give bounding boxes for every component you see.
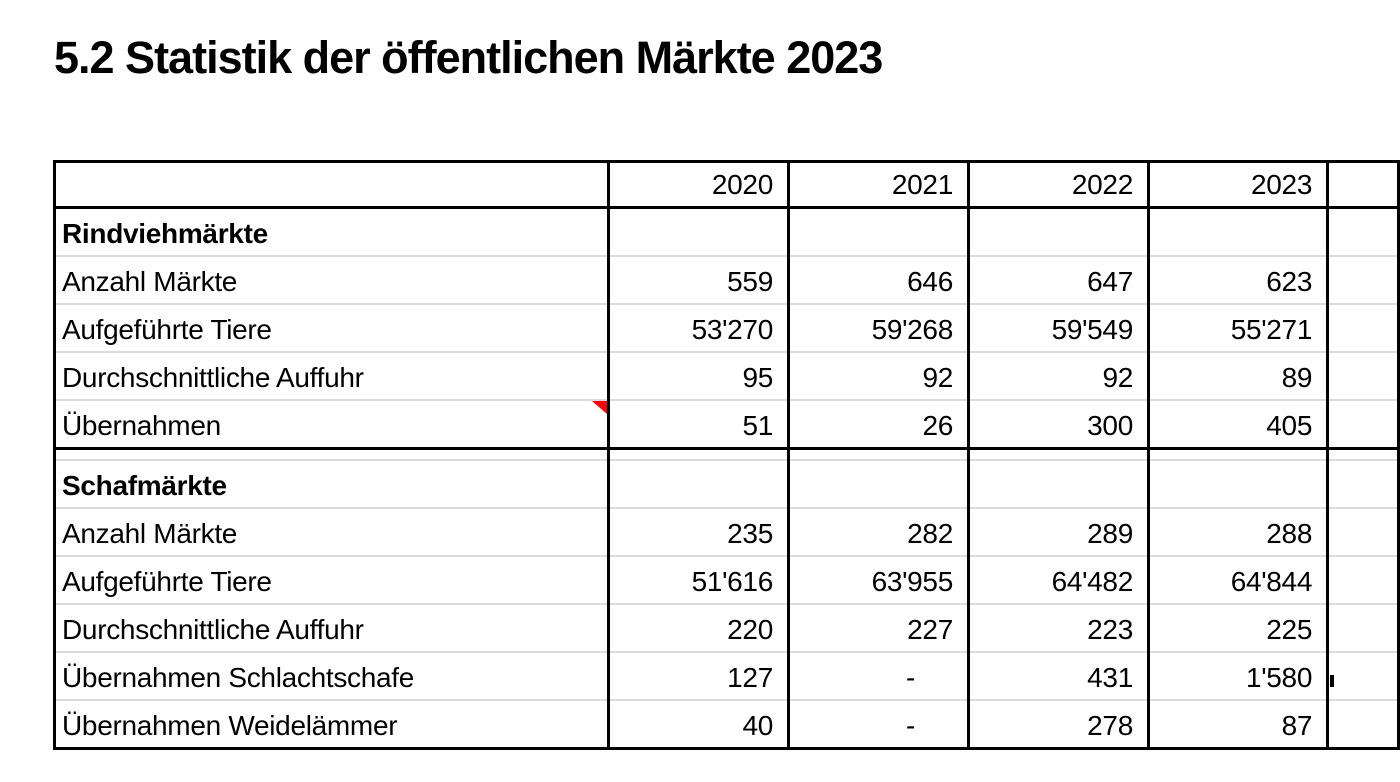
statistics-table: 2020 2021 2022 2023 Rindviehmärkte Anzah… xyxy=(53,160,1400,750)
spacer-cell xyxy=(788,448,970,461)
clipped-column-cell xyxy=(1327,256,1400,305)
value-cell: 89 xyxy=(1148,352,1330,401)
value-cell: 235 xyxy=(608,508,790,557)
value-cell: 51 xyxy=(608,400,790,450)
value-cell xyxy=(968,207,1150,257)
value-cell: 282 xyxy=(788,508,970,557)
value-cell: 223 xyxy=(968,604,1150,653)
value-cell: 559 xyxy=(608,256,790,305)
spacer-cell xyxy=(608,448,790,461)
value-cell: 40 xyxy=(608,700,790,750)
spacer-row xyxy=(54,448,1400,461)
value-cell: 59'549 xyxy=(968,304,1150,353)
value-cell: 51'616 xyxy=(608,556,790,605)
clipped-content-mark xyxy=(1330,675,1335,687)
clipped-column-cell xyxy=(1327,508,1400,557)
table-row: Übernahmen Weidelämmer 40 - 278 87 xyxy=(54,700,1400,750)
clipped-column-cell xyxy=(1327,207,1400,257)
value-cell: 92 xyxy=(968,352,1150,401)
row-label-cell: Anzahl Märkte xyxy=(54,256,610,305)
value-cell: 227 xyxy=(788,604,970,653)
clipped-column-cell xyxy=(1327,304,1400,353)
value-cell: 63'955 xyxy=(788,556,970,605)
value-cell xyxy=(968,460,1150,509)
table-row: Durchschnittliche Auffuhr 220 227 223 22… xyxy=(54,604,1400,653)
table-row: Aufgeführte Tiere 53'270 59'268 59'549 5… xyxy=(54,304,1400,353)
value-cell: 53'270 xyxy=(608,304,790,353)
row-label-cell: Aufgeführte Tiere xyxy=(54,304,610,353)
table-row: Anzahl Märkte 235 282 289 288 xyxy=(54,508,1400,557)
clipped-column-cell xyxy=(1327,700,1400,750)
clipped-column-cell xyxy=(1327,556,1400,605)
clipped-column-cell xyxy=(1327,352,1400,401)
spacer-cell xyxy=(968,448,1150,461)
row-label-cell: Durchschnittliche Auffuhr xyxy=(54,604,610,653)
table-row: Anzahl Märkte 559 646 647 623 xyxy=(54,256,1400,305)
value-cell: 220 xyxy=(608,604,790,653)
clipped-column-cell xyxy=(1327,161,1400,209)
value-cell: 64'844 xyxy=(1148,556,1330,605)
table-row: Übernahmen Schlachtschafe 127 - 431 1'58… xyxy=(54,652,1400,701)
value-cell: 64'482 xyxy=(968,556,1150,605)
row-label: Übernahmen xyxy=(62,409,221,441)
spacer-cell xyxy=(1148,448,1330,461)
value-cell: 405 xyxy=(1148,400,1330,450)
value-cell xyxy=(788,460,970,509)
row-label-cell: Anzahl Märkte xyxy=(54,508,610,557)
clipped-column-cell xyxy=(1327,400,1400,450)
year-header-cell: 2022 xyxy=(968,161,1150,209)
value-cell: 278 xyxy=(968,700,1150,750)
value-cell: 55'271 xyxy=(1148,304,1330,353)
clipped-column-cell xyxy=(1327,652,1400,701)
section-title-cell: Schafmärkte xyxy=(54,460,610,509)
value-cell: 1'580 xyxy=(1148,652,1330,701)
value-cell: - xyxy=(788,652,970,701)
year-header-cell: 2023 xyxy=(1148,161,1330,209)
table-row: Schafmärkte xyxy=(54,460,1400,509)
table-row: Durchschnittliche Auffuhr 95 92 92 89 xyxy=(54,352,1400,401)
value-cell: 647 xyxy=(968,256,1150,305)
table-row: Aufgeführte Tiere 51'616 63'955 64'482 6… xyxy=(54,556,1400,605)
value-cell xyxy=(1148,460,1330,509)
year-header-cell: 2020 xyxy=(608,161,790,209)
row-label-cell: Übernahmen Schlachtschafe xyxy=(54,652,610,701)
year-header-cell: 2021 xyxy=(788,161,970,209)
page-title: 5.2 Statistik der öffentlichen Märkte 20… xyxy=(54,32,883,83)
value-cell: 92 xyxy=(788,352,970,401)
row-label-cell: Übernahmen Weidelämmer xyxy=(54,700,610,750)
value-cell: 127 xyxy=(608,652,790,701)
value-cell xyxy=(1148,207,1330,257)
comment-indicator-icon[interactable] xyxy=(591,401,606,414)
value-cell: 225 xyxy=(1148,604,1330,653)
value-cell: 95 xyxy=(608,352,790,401)
spacer-cell xyxy=(54,448,610,461)
row-label-cell: Aufgeführte Tiere xyxy=(54,556,610,605)
row-label-cell: Durchschnittliche Auffuhr xyxy=(54,352,610,401)
corner-cell xyxy=(54,161,610,209)
value-cell: 289 xyxy=(968,508,1150,557)
value-cell: 87 xyxy=(1148,700,1330,750)
section-title-cell: Rindviehmärkte xyxy=(54,207,610,257)
row-label-cell: Übernahmen xyxy=(54,400,610,450)
clipped-column-cell xyxy=(1327,460,1400,509)
value-cell: 26 xyxy=(788,400,970,450)
clipped-column-cell xyxy=(1327,604,1400,653)
clipped-column-cell xyxy=(1327,448,1400,461)
table-row: Rindviehmärkte xyxy=(54,207,1400,257)
value-cell: 431 xyxy=(968,652,1150,701)
value-cell: 288 xyxy=(1148,508,1330,557)
value-cell xyxy=(608,207,790,257)
value-cell xyxy=(788,207,970,257)
value-cell: 59'268 xyxy=(788,304,970,353)
value-cell: 300 xyxy=(968,400,1150,450)
value-cell: 646 xyxy=(788,256,970,305)
value-cell: 623 xyxy=(1148,256,1330,305)
value-cell xyxy=(608,460,790,509)
table-row: Übernahmen 51 26 300 405 xyxy=(54,400,1400,450)
value-cell: - xyxy=(788,700,970,750)
table-header-row: 2020 2021 2022 2023 xyxy=(54,161,1400,209)
